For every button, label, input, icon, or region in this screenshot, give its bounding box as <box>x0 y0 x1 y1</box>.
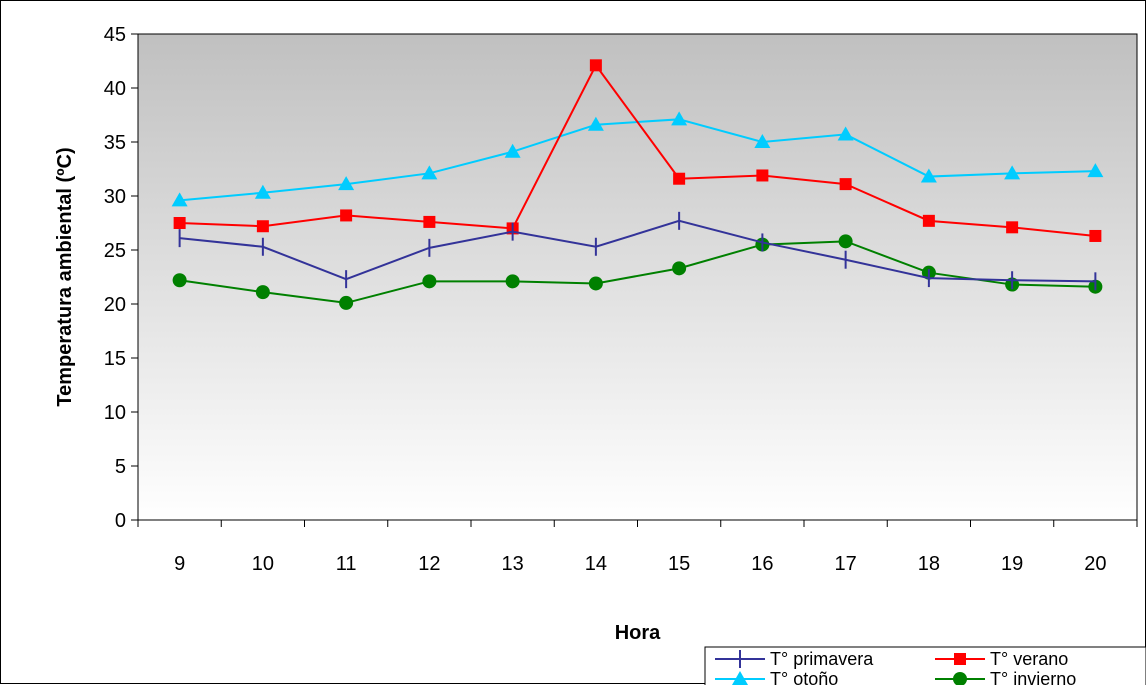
legend-label: T° otoño <box>770 669 838 685</box>
data-point <box>423 215 436 228</box>
data-point <box>173 217 186 229</box>
data-point <box>588 276 603 291</box>
legend-entry: T° invierno <box>935 669 1076 685</box>
y-tick-label: 40 <box>104 78 126 100</box>
y-tick-label: 10 <box>104 402 126 424</box>
x-tick-label: 12 <box>418 553 440 575</box>
series-t-verano <box>173 59 1102 242</box>
legend-entry: T° verano <box>935 649 1068 669</box>
legend-label: T° verano <box>990 649 1068 669</box>
data-point <box>920 168 937 183</box>
series-line <box>179 63 1096 237</box>
x-axis: 9 10 11 12 13 14 15 16 17 18 19 20 <box>137 520 1138 575</box>
x-tick-label: 11 <box>336 553 357 575</box>
data-point <box>837 126 854 141</box>
x-tick-label: 18 <box>918 553 940 575</box>
legend-entry: T° primavera <box>715 649 874 669</box>
plot-area <box>137 33 1138 521</box>
data-point <box>673 172 686 185</box>
data-point <box>756 169 769 182</box>
y-tick-label: 5 <box>115 456 126 478</box>
y-axis: 0 5 10 15 20 25 30 35 40 45 <box>104 24 138 532</box>
data-point <box>838 234 853 249</box>
series-line <box>179 219 1096 283</box>
data-point <box>1006 221 1019 234</box>
legend: T° primavera T° verano T° otoño T° invierno <box>704 646 1146 685</box>
data-point <box>339 295 354 310</box>
data-point <box>255 285 270 300</box>
y-tick-label: 35 <box>104 132 126 154</box>
data-point <box>172 273 187 288</box>
data-point <box>171 192 188 207</box>
x-tick-label: 17 <box>835 553 857 575</box>
x-tick-label: 10 <box>252 553 274 575</box>
data-point <box>254 184 271 199</box>
data-point <box>1004 165 1021 180</box>
data-point <box>671 111 688 126</box>
x-tick-label: 16 <box>751 553 773 575</box>
series-t-primavera <box>178 211 1097 291</box>
x-axis-title: Hora <box>615 622 661 644</box>
x-tick-label: 14 <box>585 553 607 575</box>
legend-label: T° invierno <box>990 669 1076 685</box>
x-tick-label: 20 <box>1084 553 1106 575</box>
data-point <box>504 143 521 158</box>
y-tick-label: 15 <box>104 348 126 370</box>
y-tick-label: 20 <box>104 294 126 316</box>
y-tick-label: 30 <box>104 186 126 208</box>
legend-marker <box>953 672 967 685</box>
data-point <box>589 59 602 72</box>
x-tick-label: 15 <box>668 553 690 575</box>
y-tick-label: 25 <box>104 240 126 262</box>
x-tick-label: 9 <box>174 553 185 575</box>
data-point <box>754 134 771 148</box>
data-point <box>505 274 520 289</box>
legend-marker <box>954 653 966 665</box>
data-point <box>922 214 935 227</box>
y-tick-label: 45 <box>104 24 126 46</box>
data-point <box>839 178 852 191</box>
series-line <box>179 240 1096 304</box>
y-tick-label: 0 <box>115 510 126 532</box>
legend-label: T° primavera <box>770 649 874 669</box>
data-point <box>1089 229 1102 242</box>
y-axis-title: Temperatura ambiental (ºC) <box>54 147 76 406</box>
legend-box <box>704 646 1146 685</box>
x-tick-label: 19 <box>1001 553 1023 575</box>
legend-entry: T° otoño <box>715 669 838 685</box>
data-point <box>256 220 269 233</box>
data-point <box>672 261 687 276</box>
data-point <box>422 274 437 289</box>
data-point <box>340 209 353 222</box>
x-tick-label: 13 <box>502 553 524 575</box>
data-point <box>421 165 438 180</box>
series-layer <box>171 59 1104 310</box>
data-point <box>338 176 355 191</box>
data-point <box>1087 163 1104 178</box>
data-point <box>587 116 604 131</box>
legend-marker <box>732 671 748 685</box>
